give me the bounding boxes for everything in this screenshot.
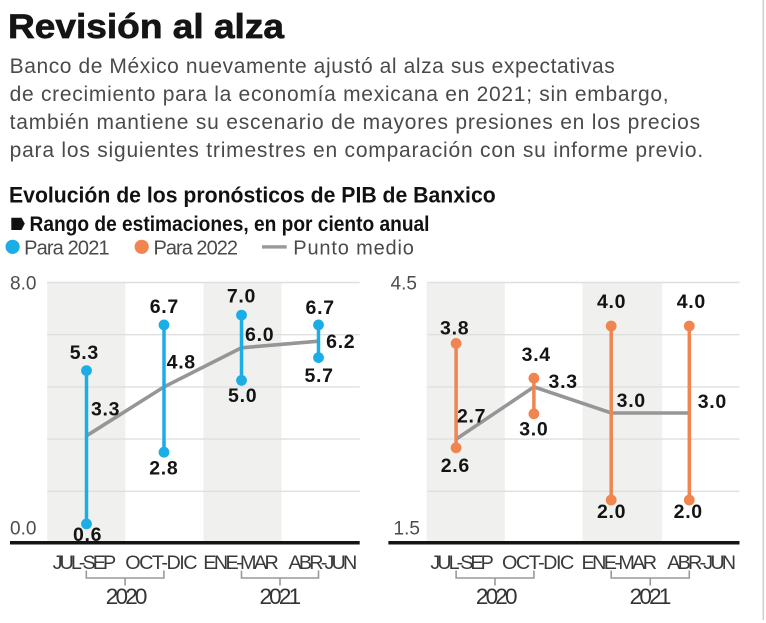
svg-text:6.7: 6.7 xyxy=(150,296,179,318)
svg-text:Revisión al alza: Revisión al alza xyxy=(8,8,285,46)
svg-text:2.6: 2.6 xyxy=(441,455,470,477)
svg-text:3.4: 3.4 xyxy=(522,344,551,366)
svg-text:ABR-JUN: ABR-JUN xyxy=(289,552,358,574)
svg-text:2021: 2021 xyxy=(259,584,301,609)
svg-text:JUL-SEP: JUL-SEP xyxy=(53,552,116,574)
svg-text:2020: 2020 xyxy=(476,584,518,609)
svg-text:3.0: 3.0 xyxy=(698,391,727,413)
svg-text:Rango de estimaciones, en por: Rango de estimaciones, en por ciento anu… xyxy=(30,213,430,236)
svg-text:2.0: 2.0 xyxy=(597,501,626,523)
svg-text:3.8: 3.8 xyxy=(440,318,469,340)
svg-text:OCT-DIC: OCT-DIC xyxy=(125,552,197,574)
svg-text:ABR-JUN: ABR-JUN xyxy=(667,552,736,574)
svg-text:también mantiene su escenario: también mantiene su escenario de mayores… xyxy=(10,111,701,134)
svg-text:para los siguientes trimestres: para los siguientes trimestres en compar… xyxy=(10,139,704,162)
svg-text:0.6: 0.6 xyxy=(73,524,102,546)
svg-text:Para 2022: Para 2022 xyxy=(154,238,239,260)
svg-text:Para 2021: Para 2021 xyxy=(24,238,110,260)
svg-text:OCT-DIC: OCT-DIC xyxy=(502,552,574,574)
svg-text:2.7: 2.7 xyxy=(457,405,486,427)
svg-text:4.0: 4.0 xyxy=(677,291,706,313)
svg-text:2.8: 2.8 xyxy=(149,457,178,479)
svg-text:7.0: 7.0 xyxy=(227,285,256,307)
svg-text:3.3: 3.3 xyxy=(91,398,120,420)
svg-text:5.0: 5.0 xyxy=(228,385,257,407)
svg-text:0.0: 0.0 xyxy=(10,519,36,540)
svg-text:2.0: 2.0 xyxy=(674,501,703,523)
svg-text:Punto medio: Punto medio xyxy=(293,238,414,260)
svg-text:6.2: 6.2 xyxy=(326,331,355,353)
svg-text:5.3: 5.3 xyxy=(70,342,99,364)
svg-text:6.7: 6.7 xyxy=(306,297,335,319)
svg-text:2021: 2021 xyxy=(630,584,672,609)
svg-text:2020: 2020 xyxy=(106,584,148,609)
svg-text:3.0: 3.0 xyxy=(519,419,548,441)
svg-text:6.0: 6.0 xyxy=(245,324,274,346)
svg-text:3.3: 3.3 xyxy=(549,371,578,393)
svg-text:4.5: 4.5 xyxy=(391,274,417,295)
svg-text:5.7: 5.7 xyxy=(304,365,333,387)
svg-text:JUL-SEP: JUL-SEP xyxy=(430,552,493,574)
svg-text:ENE-MAR: ENE-MAR xyxy=(582,552,658,574)
svg-text:ENE-MAR: ENE-MAR xyxy=(203,552,279,574)
svg-text:8.0: 8.0 xyxy=(10,274,36,295)
svg-text:4.8: 4.8 xyxy=(167,352,196,374)
svg-text:Evolución de los pronósticos d: Evolución de los pronósticos de PIB de B… xyxy=(9,183,496,208)
svg-text:4.0: 4.0 xyxy=(597,291,626,313)
svg-text:1.5: 1.5 xyxy=(394,519,420,540)
svg-text:de crecimiento para la economí: de crecimiento para la economía mexicana… xyxy=(10,83,669,106)
svg-text:3.0: 3.0 xyxy=(617,390,646,412)
svg-text:Banco de México nuevamente aju: Banco de México nuevamente ajustó al alz… xyxy=(10,55,615,78)
